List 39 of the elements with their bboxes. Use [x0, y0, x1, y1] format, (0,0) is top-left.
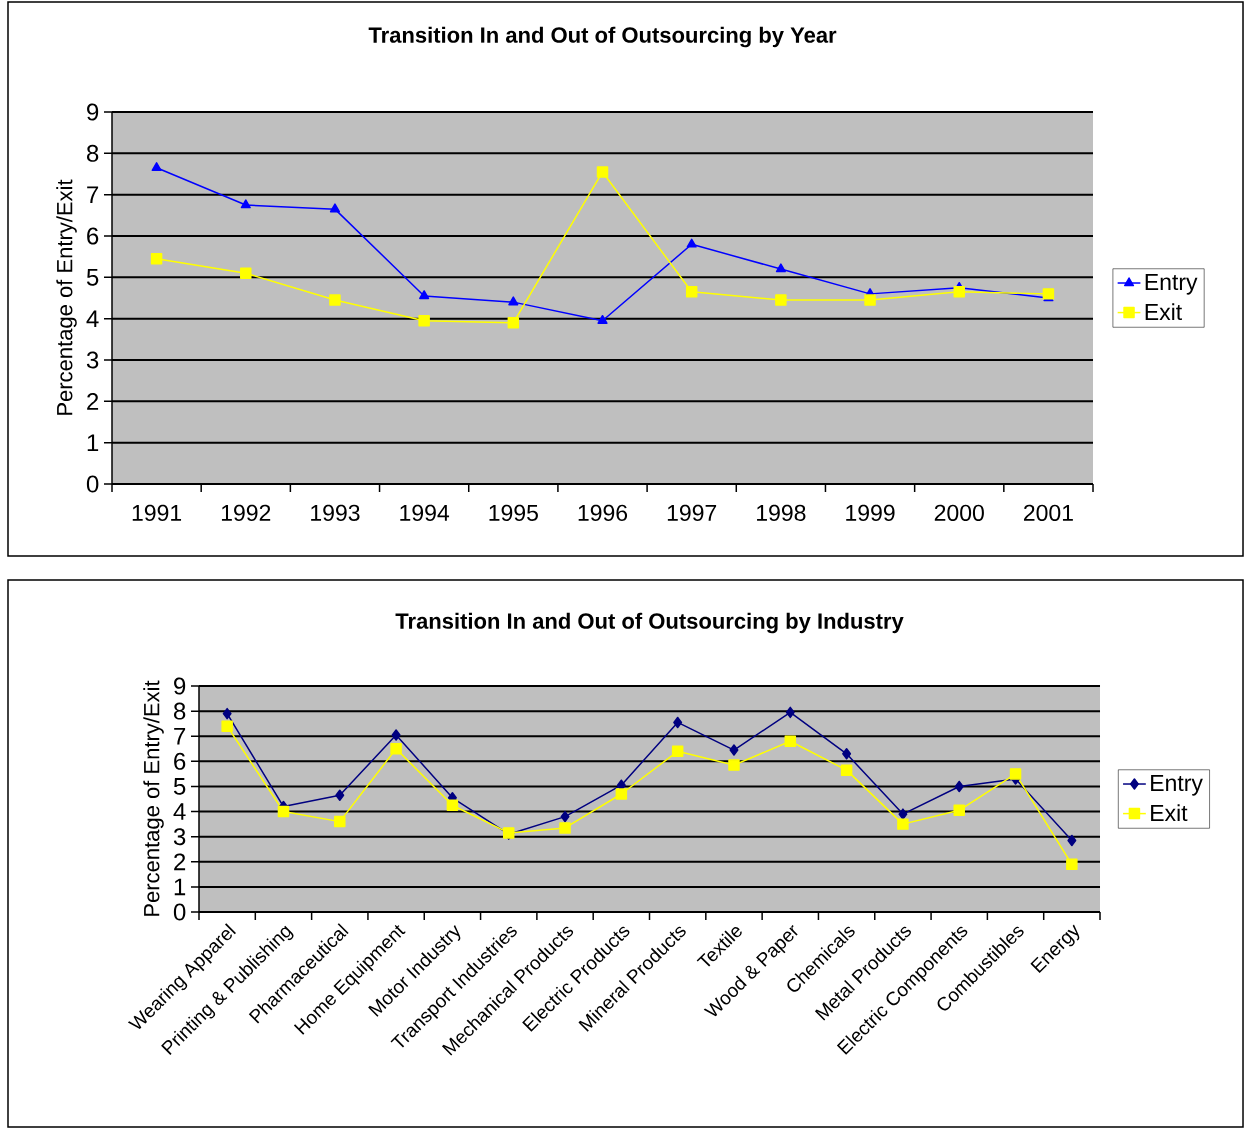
y-tick-label: 0: [173, 903, 186, 921]
legend-label: Exit: [1145, 303, 1183, 321]
x-tick-label: 1994: [400, 504, 450, 522]
x-tick-label: 2001: [1023, 504, 1073, 522]
legend-label: Entry: [1145, 274, 1198, 295]
x-tick-label: 1992: [221, 504, 271, 522]
y-tick-label: 5: [173, 778, 186, 795]
y-tick-label: 3: [173, 828, 186, 846]
y-tick-label: 9: [87, 103, 99, 121]
legend-label: Entry: [1151, 775, 1203, 796]
y-tick-label: 5: [86, 268, 99, 286]
x-tick-label: 1995: [489, 504, 538, 522]
x-tick-label: 1998: [757, 504, 806, 522]
y-axis-title: Percentage of Entry/Exit: [143, 680, 164, 916]
x-tick-label: 2000: [934, 504, 984, 522]
y-tick-label: 2: [174, 853, 186, 871]
y-tick-label: 6: [174, 752, 186, 770]
y-tick-label: 2: [87, 392, 99, 410]
y-tick-label: 3: [86, 351, 99, 369]
y-tick-label: 8: [173, 702, 186, 720]
y-tick-label: 4: [173, 803, 186, 820]
chart-title: Transition In and Out of Outsourcing by Industry: [395, 612, 904, 634]
x-tick-label: 1991: [132, 504, 182, 522]
x-tick-label: 1996: [578, 504, 628, 522]
y-tick-label: 4: [86, 310, 99, 327]
y-tick-label: 9: [174, 677, 186, 695]
legend-label: Exit: [1151, 804, 1188, 822]
x-tick-label: 1993: [311, 504, 360, 522]
chart-title: Transition In and Out of Outsourcing by Year: [368, 26, 837, 48]
x-tick-label: 1999: [846, 504, 895, 522]
x-tick-label: 1997: [667, 504, 717, 522]
y-tick-label: 0: [86, 475, 99, 493]
y-tick-label: 6: [87, 227, 99, 245]
y-axis-title: Percentage of Entry/Exit: [56, 179, 77, 415]
y-tick-label: 7: [87, 186, 99, 203]
y-tick-label: 7: [174, 727, 186, 745]
y-tick-label: 1: [174, 878, 186, 896]
y-tick-label: 1: [87, 434, 99, 451]
y-tick-label: 8: [86, 144, 99, 162]
